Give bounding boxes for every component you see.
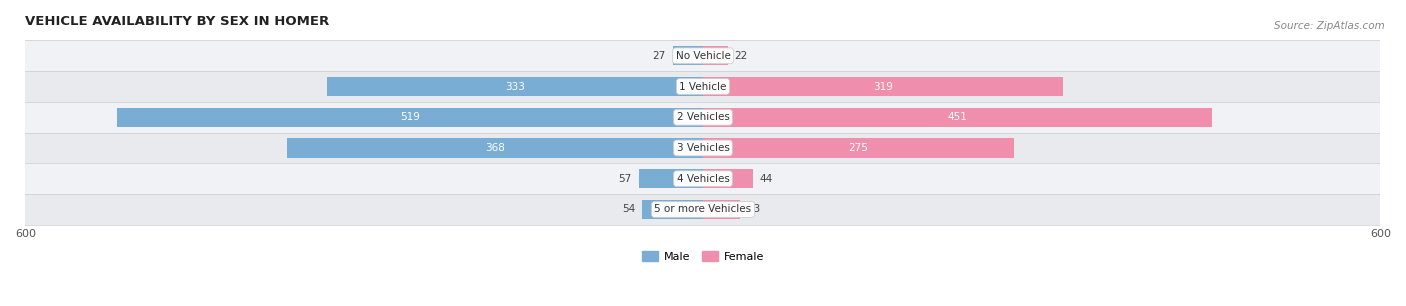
- Text: 4 Vehicles: 4 Vehicles: [676, 174, 730, 184]
- Bar: [25, 102, 1381, 132]
- Bar: [328, 77, 703, 96]
- Text: Source: ZipAtlas.com: Source: ZipAtlas.com: [1274, 21, 1385, 32]
- Bar: [25, 71, 1381, 102]
- Text: 33: 33: [747, 204, 761, 215]
- Bar: [638, 169, 703, 188]
- Text: 519: 519: [401, 112, 420, 122]
- Bar: [25, 194, 1381, 225]
- Text: 57: 57: [619, 174, 631, 184]
- Bar: [25, 132, 1381, 163]
- Text: 27: 27: [652, 51, 665, 61]
- Text: 22: 22: [734, 51, 748, 61]
- Bar: [287, 138, 703, 158]
- Text: 319: 319: [873, 81, 893, 91]
- Text: 275: 275: [848, 143, 868, 153]
- Bar: [25, 163, 1381, 194]
- Text: 44: 44: [759, 174, 773, 184]
- Text: 2 Vehicles: 2 Vehicles: [676, 112, 730, 122]
- Bar: [117, 108, 703, 127]
- Bar: [703, 138, 1014, 158]
- Text: 3 Vehicles: 3 Vehicles: [676, 143, 730, 153]
- Bar: [672, 46, 703, 65]
- Bar: [703, 46, 728, 65]
- Text: 54: 54: [621, 204, 636, 215]
- Text: 333: 333: [505, 81, 524, 91]
- Legend: Male, Female: Male, Female: [641, 251, 765, 262]
- Text: VEHICLE AVAILABILITY BY SEX IN HOMER: VEHICLE AVAILABILITY BY SEX IN HOMER: [25, 15, 330, 28]
- Text: 5 or more Vehicles: 5 or more Vehicles: [654, 204, 752, 215]
- Bar: [703, 108, 1212, 127]
- Bar: [703, 77, 1063, 96]
- Bar: [643, 200, 703, 219]
- Bar: [703, 200, 741, 219]
- Text: 1 Vehicle: 1 Vehicle: [679, 81, 727, 91]
- Bar: [703, 169, 752, 188]
- Bar: [25, 40, 1381, 71]
- Text: 368: 368: [485, 143, 505, 153]
- Text: No Vehicle: No Vehicle: [675, 51, 731, 61]
- Text: 451: 451: [948, 112, 967, 122]
